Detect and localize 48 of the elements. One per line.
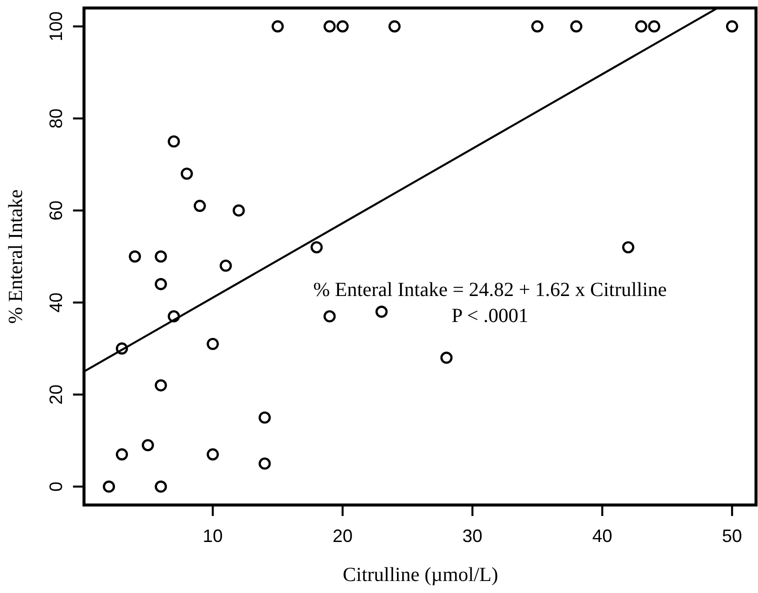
y-axis-title: % Enteral Intake [5, 189, 27, 324]
point [375, 306, 388, 318]
y-tick-label: 100 [46, 11, 66, 42]
point [635, 20, 648, 33]
point [154, 480, 167, 493]
point [102, 480, 116, 493]
point [726, 20, 738, 33]
x-axis-title: Citrulline (µmol/L) [342, 564, 498, 586]
point [154, 250, 167, 263]
point [531, 20, 544, 33]
point [206, 448, 219, 460]
y-tick-label: 40 [46, 292, 66, 313]
point [440, 352, 453, 364]
point [388, 20, 401, 33]
x-tick-label: 30 [462, 526, 482, 546]
point [324, 310, 336, 322]
x-tick-label: 20 [332, 526, 353, 546]
annotation: % Enteral Intake = 24.82 + 1.62 x Citrulline [313, 279, 667, 301]
point [206, 338, 219, 350]
point [142, 439, 154, 452]
point [128, 250, 141, 263]
point [154, 379, 167, 392]
point [272, 20, 284, 33]
point [258, 457, 271, 470]
point [220, 260, 232, 272]
point [570, 20, 582, 33]
x-tick-label: 40 [592, 526, 612, 546]
point [180, 168, 193, 180]
point [310, 241, 323, 254]
point [116, 448, 128, 460]
x-tick-label: 10 [202, 526, 223, 546]
point [336, 20, 349, 33]
point [116, 342, 128, 355]
point [168, 135, 180, 148]
point [324, 20, 336, 33]
point [168, 310, 180, 322]
point [648, 20, 660, 33]
point [622, 241, 634, 254]
x-tick-label: 50 [722, 526, 742, 546]
y-tick-label: 20 [46, 384, 66, 405]
point [258, 411, 271, 424]
point [154, 278, 167, 290]
annotation: P < .0001 [452, 305, 528, 327]
y-tick-label: 80 [46, 108, 66, 128]
point [194, 200, 206, 212]
y-tick-label: 60 [46, 200, 66, 220]
y-tick-label: 0 [46, 482, 66, 492]
point [232, 204, 245, 217]
